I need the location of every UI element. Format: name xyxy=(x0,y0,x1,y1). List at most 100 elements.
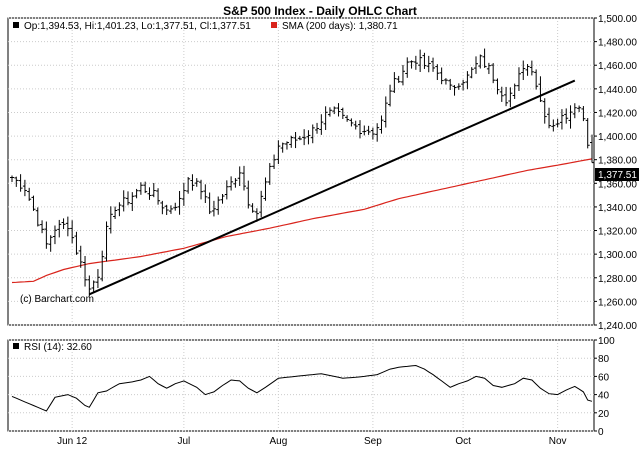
rsi-line xyxy=(11,364,593,412)
sma-legend: SMA (200 days): 1,380.71 xyxy=(282,21,398,32)
ohlc-bar xyxy=(229,176,234,191)
ohlc-bar xyxy=(194,178,199,187)
ohlc-bar xyxy=(246,180,251,209)
ohlc-bar xyxy=(130,192,135,212)
ohlc-bar xyxy=(572,103,577,119)
price-tick-label: 1,240.00 xyxy=(598,321,637,332)
ohlc-bar xyxy=(443,78,448,85)
x-tick-label: Nov xyxy=(549,436,567,447)
price-tick-label: 1,400.00 xyxy=(598,132,637,143)
ohlc-bar xyxy=(379,115,384,134)
rsi-tick-label: 80 xyxy=(598,354,610,365)
x-axis: Jun 12 Jul Aug Sep Oct Nov xyxy=(57,436,566,447)
price-axis: 1,240.00 1,260.00 1,280.00 1,300.00 1,320.00… xyxy=(594,14,637,332)
price-tick-label: 1,260.00 xyxy=(598,297,637,308)
ohlc-bar xyxy=(95,269,100,289)
ohlc-bar xyxy=(370,127,375,140)
x-tick-label: Oct xyxy=(455,436,471,447)
ohlc-bar xyxy=(14,176,19,187)
rsi-tick-label: 100 xyxy=(598,336,615,347)
ohlc-bar xyxy=(160,200,165,215)
ohlc-bar xyxy=(48,235,53,252)
ohlc-bar xyxy=(542,98,547,124)
ohlc-bar xyxy=(186,177,191,194)
ohlc-bar xyxy=(190,174,195,191)
ohlc-bar xyxy=(456,83,461,90)
ohlc-bar xyxy=(113,206,118,219)
ohlc-bar xyxy=(362,125,367,136)
ohlc-bar xyxy=(495,78,500,95)
ohlc-bar xyxy=(156,188,161,205)
rsi-legend-swatch xyxy=(13,343,19,349)
chart-title: S&P 500 Index - Daily OHLC Chart xyxy=(223,4,417,18)
ohlc-bar xyxy=(31,195,36,211)
ohlc-bar xyxy=(435,64,440,81)
ohlc-bar xyxy=(332,106,337,115)
price-panel xyxy=(7,17,595,326)
ohlc-bar xyxy=(469,67,474,79)
ohlc-bar xyxy=(521,60,526,81)
x-tick-label: Sep xyxy=(364,436,382,447)
ohlc-bar xyxy=(577,105,582,113)
ohlc-bar xyxy=(366,125,371,135)
sma-layer xyxy=(11,158,593,284)
ohlc-bar xyxy=(272,154,277,170)
ohlc-bar xyxy=(482,48,487,68)
ohlc-bar xyxy=(57,219,62,238)
ohlc-bar xyxy=(525,64,530,76)
price-tick-label: 1,300.00 xyxy=(598,250,637,261)
price-grid xyxy=(8,17,594,326)
ohlc-bar xyxy=(280,142,285,153)
ohlc-bar xyxy=(336,103,341,117)
x-tick-label: Aug xyxy=(269,436,287,447)
rsi-legend: RSI (14): 32.60 xyxy=(24,342,92,353)
ohlc-bar xyxy=(151,182,156,198)
price-tick-label: 1,340.00 xyxy=(598,203,637,214)
ohlc-bar xyxy=(353,120,358,130)
price-tick-label: 1,420.00 xyxy=(598,108,637,119)
x-tick-label: Jun 12 xyxy=(57,436,87,447)
ohlc-bar xyxy=(547,107,552,129)
ohlc-bar xyxy=(70,220,75,244)
ohlc-bar xyxy=(551,119,556,132)
ohlc-bar xyxy=(302,129,307,146)
ohlc-bar xyxy=(138,182,143,195)
x-tick-label: Jul xyxy=(177,436,190,447)
ohlc-bar xyxy=(164,204,169,216)
ohlc-bar xyxy=(585,118,590,149)
rsi-panel xyxy=(7,339,595,432)
price-tick-label: 1,500.00 xyxy=(598,14,637,25)
ohlc-bar xyxy=(143,181,148,194)
ohlc-bar xyxy=(349,118,354,127)
ohlc-bar xyxy=(65,216,70,237)
ohlc-bar xyxy=(323,106,328,130)
ohlc-bar xyxy=(409,60,414,69)
trendline-layer xyxy=(88,79,576,296)
ohlc-legend: Op:1,394.53, Hi:1,401.23, Lo:1,377.51, C… xyxy=(24,21,251,32)
ohlc-bar xyxy=(559,109,564,130)
last-price-label: 1,377.51 xyxy=(598,170,637,181)
ohlc-bar xyxy=(18,174,23,192)
rsi-tick-label: 40 xyxy=(598,391,610,402)
ohlc-bar xyxy=(35,207,40,227)
ohlc-bar xyxy=(327,107,332,117)
ohlc-bar xyxy=(297,135,302,141)
ohlc-bar xyxy=(529,60,534,76)
ohlc-bar xyxy=(358,120,362,139)
ohlc-bar xyxy=(104,221,109,262)
ohlc-bar xyxy=(439,67,444,85)
ohlc-bar xyxy=(392,72,397,93)
ohlc-bar xyxy=(405,57,410,78)
ohlc-bar xyxy=(216,196,221,215)
ohlc-bar xyxy=(474,56,478,74)
ohlc-bar xyxy=(134,188,139,199)
ohlc-bar xyxy=(233,178,238,188)
ohlc-bar xyxy=(418,49,423,73)
ohlc-bar xyxy=(504,86,509,107)
price-tick-label: 1,380.00 xyxy=(598,156,637,167)
ohlc-bar xyxy=(319,114,324,135)
ohlc-bar xyxy=(91,280,96,292)
ohlc-bar xyxy=(108,206,113,234)
sma-line xyxy=(11,158,593,284)
